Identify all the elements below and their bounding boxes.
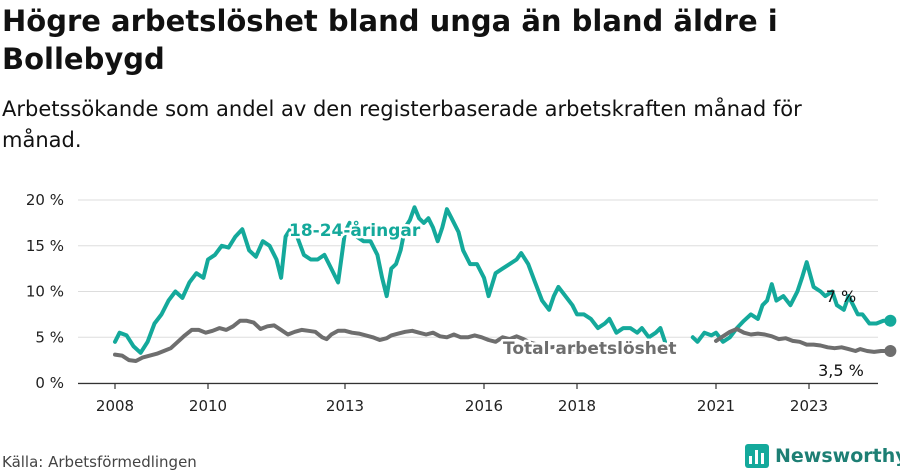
total-end-marker [884, 344, 897, 357]
series-line-0 [113, 205, 667, 355]
x-tick-label: 2008 [96, 397, 134, 415]
series-labels: 18-24-åringar Total arbetslöshet 7 % 3,5 % [287, 217, 864, 381]
x-tick-label: 2013 [326, 397, 364, 415]
series-label: Total arbetslöshet [503, 339, 677, 359]
y-tick-label: 20 % [26, 191, 64, 209]
youth-end-marker [884, 314, 897, 327]
x-tick-label: 2021 [697, 397, 735, 415]
end-value-label: 7 % [826, 287, 856, 306]
x-tick-label: 2010 [189, 397, 227, 415]
x-tick-label: 2018 [558, 397, 596, 415]
brand-logo: Newsworthy [745, 442, 900, 470]
line-chart: 0 % 5 % 10 % 15 % 20 % 2008 2010 2013 2016 2018 20… [26, 191, 897, 415]
y-tick-label: 5 % [35, 328, 64, 346]
series-lines [113, 205, 897, 363]
series-line-1 [690, 260, 893, 344]
x-tick-label: 2016 [465, 397, 503, 415]
bar-chart-icon [745, 444, 769, 468]
end-value-label: 3,5 % [818, 361, 864, 380]
grid-lines [78, 199, 878, 384]
series-label: 18-24-åringar [289, 219, 421, 241]
x-tick-label: 2023 [790, 397, 828, 415]
y-tick-label: 15 % [26, 237, 64, 255]
y-tick-label: 10 % [26, 283, 64, 301]
y-tick-label: 0 % [35, 374, 64, 392]
series-line-2 [113, 318, 637, 363]
axes: 0 % 5 % 10 % 15 % 20 % 2008 2010 2013 2016 2018 20… [26, 191, 878, 415]
source-note: Källa: Arbetsförmedlingen [2, 453, 197, 471]
chart-subtitle: Arbetssökande som andel av den registerb… [2, 97, 802, 152]
chart-title: Högre arbetslöshet bland unga än bland ä… [2, 4, 778, 76]
brand-name: Newsworthy [775, 445, 900, 467]
series-line-3 [714, 327, 893, 354]
